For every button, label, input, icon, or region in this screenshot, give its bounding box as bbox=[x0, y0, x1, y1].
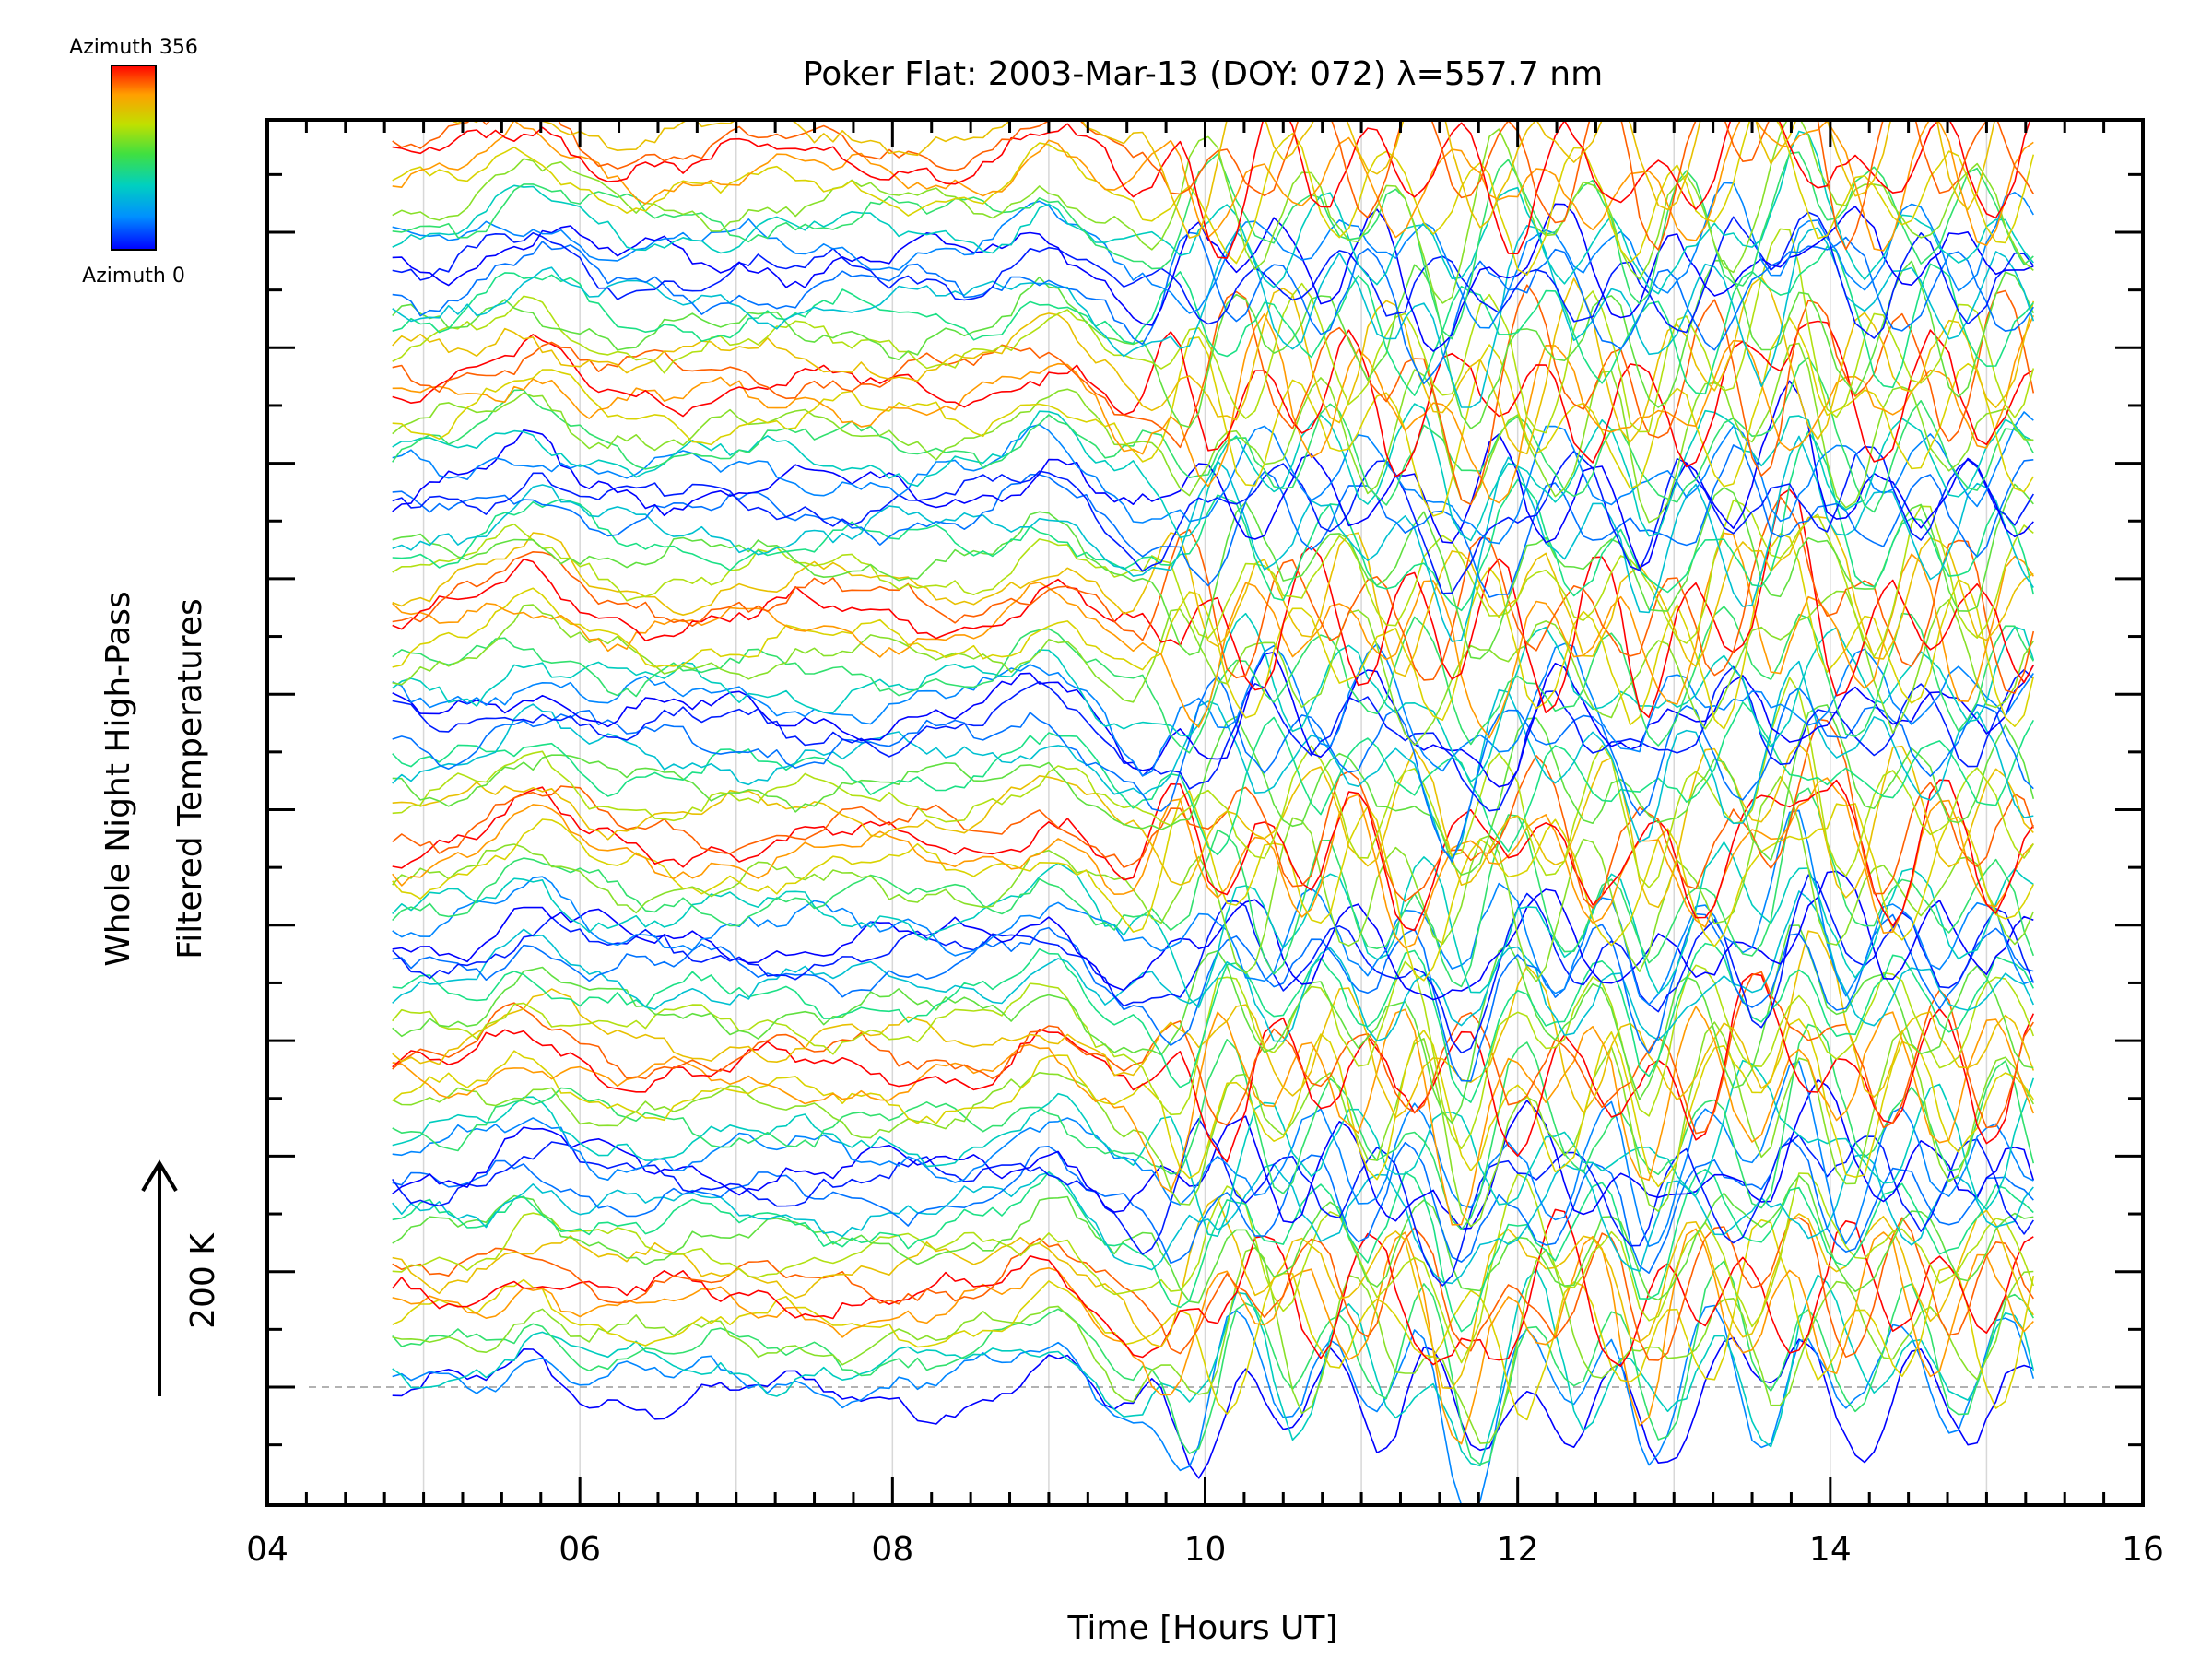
series-line bbox=[392, 1021, 2035, 1228]
series-line bbox=[392, 211, 2034, 339]
series-line bbox=[392, 411, 2034, 545]
series-line bbox=[392, 182, 2034, 329]
series-line bbox=[392, 532, 2034, 739]
series-line bbox=[392, 1217, 2034, 1361]
series-line bbox=[392, 787, 2035, 988]
y-axis-label-line2: Filtered Temperatures bbox=[171, 598, 209, 959]
series-line bbox=[392, 841, 2034, 1008]
series-line bbox=[392, 259, 2035, 429]
series-line bbox=[392, 1153, 2034, 1285]
x-axis-label: Time [Hours UT] bbox=[1067, 1609, 1338, 1647]
series-line bbox=[392, 1059, 2035, 1238]
series-line bbox=[392, 642, 2034, 777]
colorbar-top-label: Azimuth 356 bbox=[69, 36, 198, 59]
series-line bbox=[392, 245, 2034, 396]
series-line bbox=[392, 1169, 2034, 1333]
series-line bbox=[392, 225, 2035, 408]
series-line bbox=[392, 1218, 2035, 1421]
series-line bbox=[392, 1172, 2035, 1364]
series-line bbox=[392, 1336, 2034, 1479]
axis-ticks bbox=[265, 120, 2145, 1505]
series-line bbox=[392, 660, 2034, 860]
series-group bbox=[392, 120, 2035, 1505]
series-line bbox=[392, 1174, 2034, 1304]
series-line bbox=[392, 444, 2034, 598]
series-line bbox=[392, 120, 2034, 252]
series-line bbox=[392, 779, 2034, 932]
x-tick-label: 16 bbox=[2122, 1531, 2164, 1569]
series-line bbox=[392, 1018, 2034, 1188]
series-line bbox=[392, 500, 2034, 658]
x-tick-labels: 04 06 08 10 12 14 16 bbox=[246, 1531, 2164, 1569]
series-line bbox=[392, 496, 2035, 694]
series-line bbox=[392, 960, 2035, 1149]
series-line bbox=[392, 912, 2034, 1082]
series-line bbox=[392, 120, 2031, 259]
series-line bbox=[392, 1268, 2035, 1467]
series-line bbox=[392, 357, 2034, 513]
series-line bbox=[392, 120, 2034, 251]
series-line bbox=[392, 930, 2035, 1119]
series-line bbox=[392, 973, 2035, 1163]
series-line bbox=[392, 1078, 2035, 1230]
series-line bbox=[392, 777, 2034, 949]
x-tick-label: 10 bbox=[1184, 1531, 1227, 1569]
scale-label: 200 K bbox=[184, 1232, 222, 1329]
series-line bbox=[392, 971, 2034, 1135]
series-line bbox=[392, 924, 2034, 1124]
series-line bbox=[392, 380, 2034, 569]
series-line bbox=[392, 890, 2035, 1042]
series-line bbox=[392, 445, 2034, 594]
series-line bbox=[392, 317, 2034, 517]
series-line bbox=[392, 320, 2034, 478]
series-line bbox=[392, 942, 2035, 1103]
x-tick-label: 06 bbox=[559, 1531, 601, 1569]
series-line bbox=[392, 775, 2035, 982]
series-line bbox=[392, 675, 2034, 863]
series-line bbox=[392, 284, 2035, 506]
series-line bbox=[392, 231, 2034, 384]
series-line bbox=[392, 342, 2034, 524]
colorbar bbox=[111, 65, 157, 251]
x-tick-label: 12 bbox=[1497, 1531, 1539, 1569]
series-line bbox=[392, 1260, 2034, 1465]
series-line bbox=[392, 120, 2035, 276]
series-line bbox=[392, 701, 2035, 856]
series-line bbox=[392, 874, 2035, 1054]
series-line bbox=[392, 809, 2034, 1006]
series-line bbox=[392, 430, 2035, 612]
series-line bbox=[392, 276, 2035, 455]
series-line bbox=[392, 651, 2035, 788]
series-line bbox=[392, 1208, 2034, 1368]
series-line bbox=[392, 590, 2034, 747]
series-line bbox=[392, 1006, 2035, 1226]
series-line bbox=[392, 151, 2034, 340]
series-line bbox=[392, 704, 2035, 876]
scale-arrow bbox=[141, 1159, 178, 1396]
series-line bbox=[392, 743, 2034, 909]
series-line bbox=[392, 120, 1996, 239]
series-line bbox=[392, 1228, 2034, 1445]
series-line bbox=[392, 203, 2034, 352]
series-line bbox=[392, 312, 2035, 504]
x-tick-label: 04 bbox=[246, 1531, 288, 1569]
series-line bbox=[392, 1247, 2034, 1444]
series-line bbox=[392, 120, 2034, 304]
series-line bbox=[392, 606, 2034, 754]
x-tick-label: 08 bbox=[871, 1531, 913, 1569]
chart-title: Poker Flat: 2003-Mar-13 (DOY: 072) λ=557… bbox=[803, 55, 1603, 93]
series-line bbox=[392, 1304, 2035, 1505]
x-tick-label: 14 bbox=[1809, 1531, 1852, 1569]
series-line bbox=[392, 1137, 2034, 1274]
series-line bbox=[392, 870, 2034, 1001]
series-line bbox=[392, 516, 2034, 677]
y-axis-label-line1: Whole Night High-Pass bbox=[100, 591, 137, 967]
colorbar-bottom-label: Azimuth 0 bbox=[82, 265, 185, 288]
series-line bbox=[392, 483, 2034, 660]
series-line bbox=[392, 677, 2034, 888]
